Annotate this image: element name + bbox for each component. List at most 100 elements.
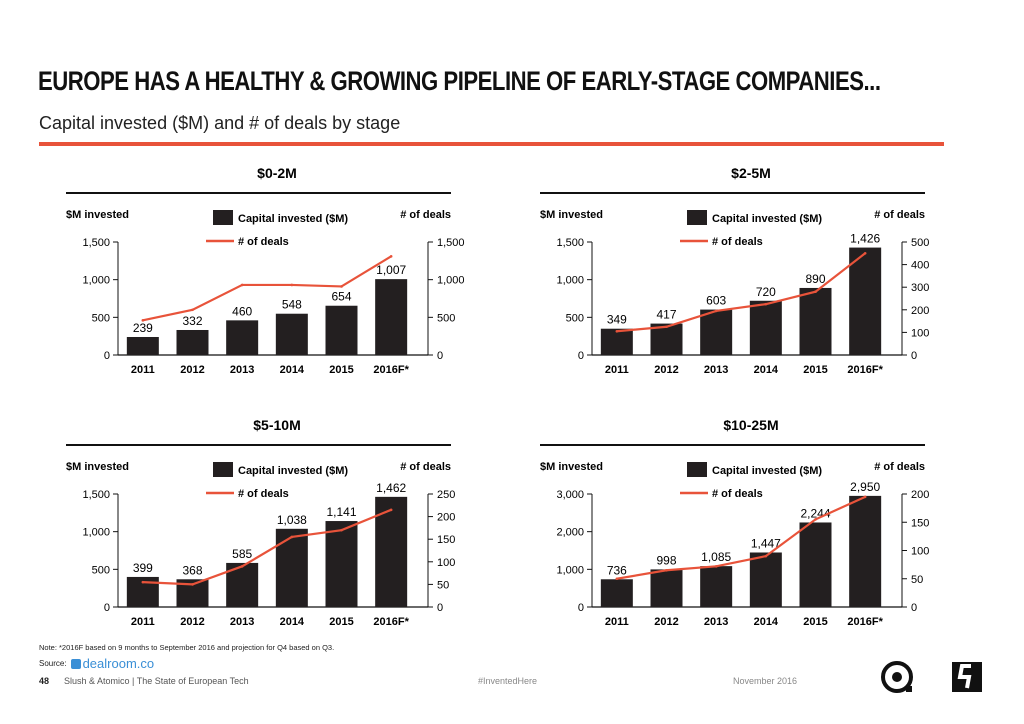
chart-2-5m: $2-5M $M invested # of deals Capital invest…: [540, 165, 929, 376]
y2-tick-label: 100: [911, 327, 929, 339]
y2-tick-label: 0: [911, 350, 917, 362]
chart-5-10m: $5-10M $M invested # of deals Capital inves…: [66, 417, 455, 628]
y-tick-label: 1,000: [556, 564, 584, 576]
y2-tick-label: 300: [911, 282, 929, 294]
y2-tick-label: 150: [437, 534, 455, 546]
legend-bar-swatch: [213, 462, 233, 477]
bar: [275, 313, 308, 355]
deals-line: [616, 495, 866, 580]
bar: [275, 528, 308, 607]
x-tick-label: 2012: [180, 364, 204, 376]
atomico-logo-icon: [952, 662, 982, 692]
bar-value-label: 720: [756, 285, 776, 299]
y-tick-label: 0: [578, 602, 584, 614]
page-title: EUROPE HAS A HEALTHY & GROWING PIPELINE …: [38, 66, 881, 96]
report-date: November 2016: [733, 676, 798, 686]
legend-bar-label: Capital invested ($M): [712, 213, 822, 225]
deals-point: [240, 565, 244, 568]
y-tick-label: 0: [104, 602, 110, 614]
y2-tick-label: 0: [437, 350, 443, 362]
legend-bar-label: Capital invested ($M): [238, 465, 348, 477]
x-tick-label: 2011: [605, 616, 629, 628]
deals-point: [240, 283, 244, 287]
chart-panel-2-5m: $2-5M $M invested # of deals Capital invest…: [540, 160, 940, 390]
chart-10-25m: $10-25M $M invested # of deals Capital inve…: [540, 417, 929, 628]
deals-line: [142, 508, 392, 586]
bar-value-label: 399: [133, 561, 153, 575]
legend-line-label: # of deals: [238, 236, 289, 248]
chart-title: $2-5M: [731, 165, 771, 181]
y2-tick-label: 500: [437, 312, 455, 324]
dealroom-logo-icon: [70, 658, 81, 669]
deals-point: [191, 308, 194, 312]
deals-point: [863, 252, 867, 255]
page-subtitle: Capital invested ($M) and # of deals by …: [39, 113, 401, 133]
bar-value-label: 890: [805, 272, 825, 286]
bar: [325, 305, 358, 355]
bar-value-label: 998: [656, 553, 676, 567]
legend-bar-swatch: [687, 210, 707, 225]
deals-point: [290, 283, 294, 287]
y2-axis-label: # of deals: [400, 209, 451, 221]
y2-tick-label: 1,500: [437, 237, 465, 249]
bar: [176, 329, 209, 355]
accent-rule: [39, 142, 944, 146]
y2-tick-label: 0: [437, 602, 443, 614]
y2-tick-label: 200: [437, 512, 455, 524]
y2-tick-label: 500: [911, 237, 929, 249]
y-tick-label: 500: [92, 564, 110, 576]
x-tick-label: 2014: [754, 364, 779, 376]
deals-point: [141, 319, 145, 322]
bar: [226, 320, 259, 355]
bar-value-label: 603: [706, 294, 726, 308]
slush-logo-icon: [881, 661, 913, 693]
bar: [700, 566, 733, 607]
chart-title: $5-10M: [253, 417, 300, 433]
bar: [600, 328, 633, 355]
y-tick-label: 500: [566, 312, 584, 324]
y2-tick-label: 250: [437, 489, 455, 501]
x-tick-label: 2012: [654, 616, 678, 628]
deals-point: [340, 528, 343, 532]
deals-point: [665, 568, 668, 572]
bar: [799, 522, 832, 607]
y2-tick-label: 50: [911, 574, 923, 586]
legend-line-label: # of deals: [238, 488, 289, 500]
legend-bar-label: Capital invested ($M): [238, 213, 348, 225]
deals-point: [764, 554, 768, 558]
chart-panel-0-2m: $0-2M $M invested # of deals Capital invest…: [66, 160, 466, 390]
legend-line-label: # of deals: [712, 488, 763, 500]
bar: [126, 336, 159, 355]
bar-value-label: 2,950: [850, 480, 880, 494]
x-tick-label: 2011: [131, 616, 155, 628]
bar: [849, 247, 882, 355]
y2-tick-label: 200: [911, 489, 929, 501]
bar-value-label: 654: [331, 290, 351, 304]
deals-point: [665, 325, 668, 329]
y-tick-label: 3,000: [556, 489, 584, 501]
bar-value-label: 1,007: [376, 263, 406, 277]
x-tick-label: 2011: [605, 364, 629, 376]
bar-value-label: 349: [607, 313, 627, 327]
deals-point: [814, 290, 817, 294]
y-tick-label: 1,500: [82, 489, 110, 501]
x-tick-label: 2016F*: [847, 616, 883, 628]
source-line: Source: dealroom.co: [39, 656, 154, 671]
deals-line: [616, 252, 866, 333]
x-tick-label: 2016F*: [373, 364, 409, 376]
deals-point: [714, 565, 718, 568]
hashtag: #InventedHere: [478, 676, 538, 686]
y-tick-label: 0: [578, 350, 584, 362]
legend-bar-label: Capital invested ($M): [712, 465, 822, 477]
y-tick-label: 1,000: [556, 275, 584, 287]
x-tick-label: 2016F*: [847, 364, 883, 376]
bar: [799, 287, 832, 355]
y2-tick-label: 100: [911, 546, 929, 558]
source-name[interactable]: dealroom.co: [82, 656, 155, 671]
chart-panel-5-10m: $5-10M $M invested # of deals Capital inves…: [66, 412, 466, 642]
deals-point: [389, 255, 393, 258]
x-tick-label: 2013: [230, 364, 254, 376]
y-tick-label: 2,000: [556, 527, 584, 539]
source-label: Source:: [39, 659, 67, 668]
bar-value-label: 1,447: [751, 536, 781, 550]
